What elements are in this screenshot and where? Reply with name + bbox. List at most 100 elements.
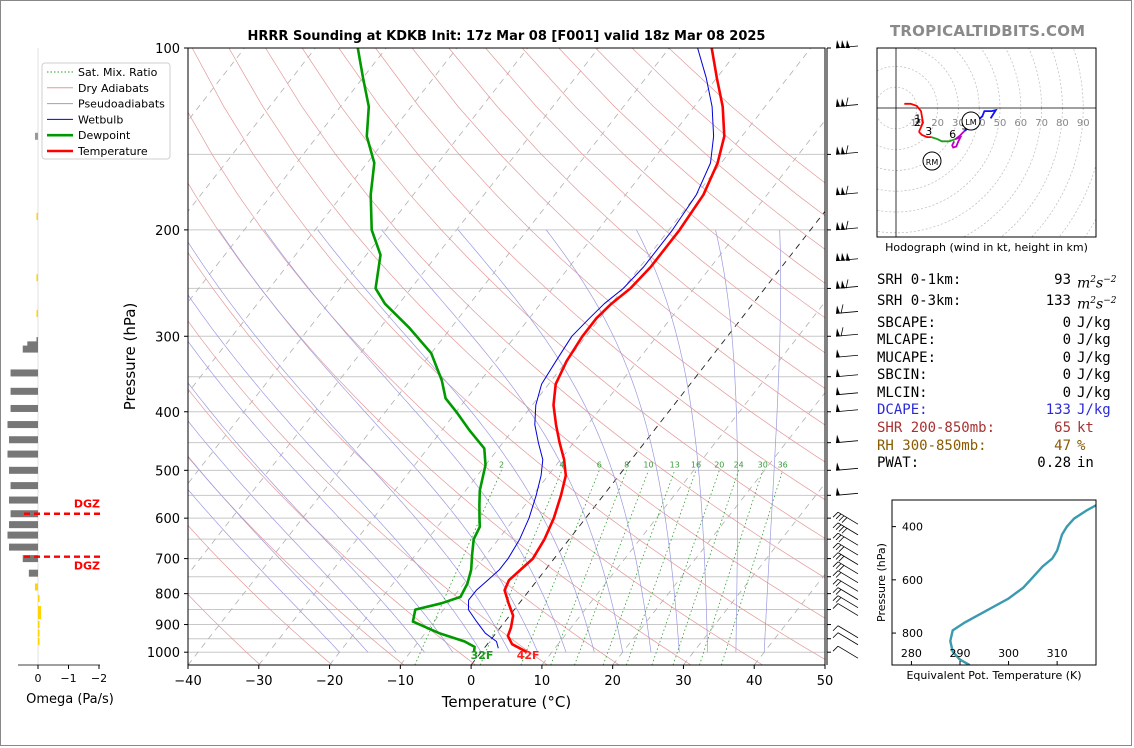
mixing-ratio-label: 24 (734, 460, 744, 469)
stat-row: SRH 0-1km: 93 m2s−2 (877, 272, 1116, 293)
mixing-ratio-label: 20 (714, 460, 724, 469)
pseudoadiabat (457, 229, 652, 653)
wind-barb (835, 40, 859, 49)
stat-value: 65 (1054, 420, 1071, 437)
stat-value: 0 (1062, 384, 1071, 401)
dry-adiabat (485, 48, 825, 354)
wind-barb (835, 487, 859, 496)
wind-barb (835, 252, 859, 262)
dry-adiabat (265, 48, 825, 579)
wind-barb (835, 349, 859, 358)
stat-unit: J/kg (1077, 384, 1111, 401)
y-tick-label: 700 (155, 553, 180, 568)
barb-flag (835, 589, 842, 595)
barb-pennant (841, 280, 845, 289)
barb-flag (832, 603, 839, 609)
mixing-ratio-label: 36 (778, 460, 788, 469)
stat-label: SRH 0-1km: (877, 272, 962, 288)
dgz-label: DGZ (74, 560, 100, 573)
hodograph-frame (876, 47, 1097, 238)
barb-staff (837, 578, 859, 592)
omega-bar (22, 345, 38, 353)
stat-value: 133 (1045, 293, 1071, 310)
theta-e-panel: 280 290 300 310 400 600 800 Equivalent Pot. Tem… (875, 499, 1097, 682)
hodograph-ring-label: 60 (1014, 118, 1027, 129)
mixing-ratio-label: 8 (624, 460, 629, 469)
mixing-ratio-label: 30 (758, 460, 768, 469)
wind-barb (835, 327, 859, 337)
stat-label: MUCAPE: (877, 349, 937, 366)
stat-label: DCAPE: (877, 402, 928, 419)
hodograph-area: 10203040506070809012369RMLM (877, 48, 1096, 237)
dgz-label: DGZ (74, 498, 100, 511)
hodograph-ring-label: 80 (1056, 118, 1069, 129)
hodograph-ring-label: 90 (1077, 118, 1090, 129)
dry-adiabat (188, 524, 333, 665)
isotherm-line (188, 48, 599, 575)
barb-pennant (836, 221, 840, 230)
pseudoadiabat (763, 229, 781, 653)
barb-flag (841, 517, 848, 523)
omega-bar (34, 583, 38, 591)
theta-e-x-tick-label: 280 (901, 647, 922, 660)
wind-barb (835, 279, 859, 289)
mixing-ratio-label: 16 (691, 460, 701, 469)
dry-adiabat (228, 48, 825, 619)
barb-flag (835, 580, 842, 587)
mixing-ratio-line (602, 470, 676, 665)
stat-value: 0.28 (1037, 455, 1071, 472)
barb-pennant (836, 349, 840, 358)
stat-label: RH 300-850mb: (877, 437, 987, 454)
stat-value: 0 (1062, 332, 1071, 349)
pseudoadiabat (218, 229, 539, 653)
hodograph-ring-label: 20 (931, 118, 944, 129)
y-tick-label: 400 (155, 406, 180, 421)
barb-staff (837, 532, 859, 546)
isotherm-line (188, 48, 458, 394)
barb-pennant (841, 146, 845, 155)
omega-bar (7, 531, 38, 539)
barb-flag (838, 555, 845, 562)
series-temperature-line (503, 48, 726, 654)
y-tick-label: 500 (155, 464, 180, 479)
stat-row: MUCAPE: 0 J/kg (877, 350, 1116, 368)
mixing-ratio-label: 2 (499, 460, 504, 469)
hodograph-panel: 10203040506070809012369RMLMHodograph (wi… (876, 47, 1097, 254)
wind-barb (835, 304, 859, 314)
omega-bar (10, 482, 39, 490)
barb-flag (835, 572, 842, 578)
x-tick-label: 50 (817, 674, 834, 689)
omega-bar (36, 274, 38, 282)
barb-staff (837, 561, 859, 575)
wind-barb (835, 185, 859, 196)
barb-flag (832, 587, 839, 593)
barb-flag (835, 524, 842, 530)
stat-row: PWAT: 0.28 in (877, 455, 1116, 473)
x-tick-label: 20 (604, 674, 621, 689)
dry-adiabat (338, 48, 825, 501)
barb-staff (837, 645, 859, 659)
hodograph-trace (931, 136, 956, 143)
dry-adiabat (301, 48, 825, 539)
barb-pennant (846, 40, 850, 48)
barb-pennant (836, 462, 840, 471)
pseudoadiabat (317, 229, 595, 653)
wind-barb (835, 403, 859, 413)
stat-row: SBCIN: 0 J/kg (877, 367, 1116, 385)
omega-bar (36, 337, 38, 345)
x-tick-label: 30 (675, 674, 692, 689)
wind-barb (835, 368, 859, 378)
barb-flag (832, 625, 839, 632)
isotherm-line (258, 48, 741, 665)
dry-adiabat (188, 388, 476, 665)
omega-bar (36, 309, 38, 317)
barb-flag (845, 185, 849, 195)
barb-flag (838, 565, 845, 571)
stat-label: PWAT: (877, 455, 920, 472)
stat-unit: % (1077, 437, 1086, 454)
wind-barb (832, 522, 859, 536)
y-tick-label: 800 (155, 588, 180, 603)
isotherm-line (188, 48, 670, 665)
dry-adiabat (188, 320, 548, 665)
